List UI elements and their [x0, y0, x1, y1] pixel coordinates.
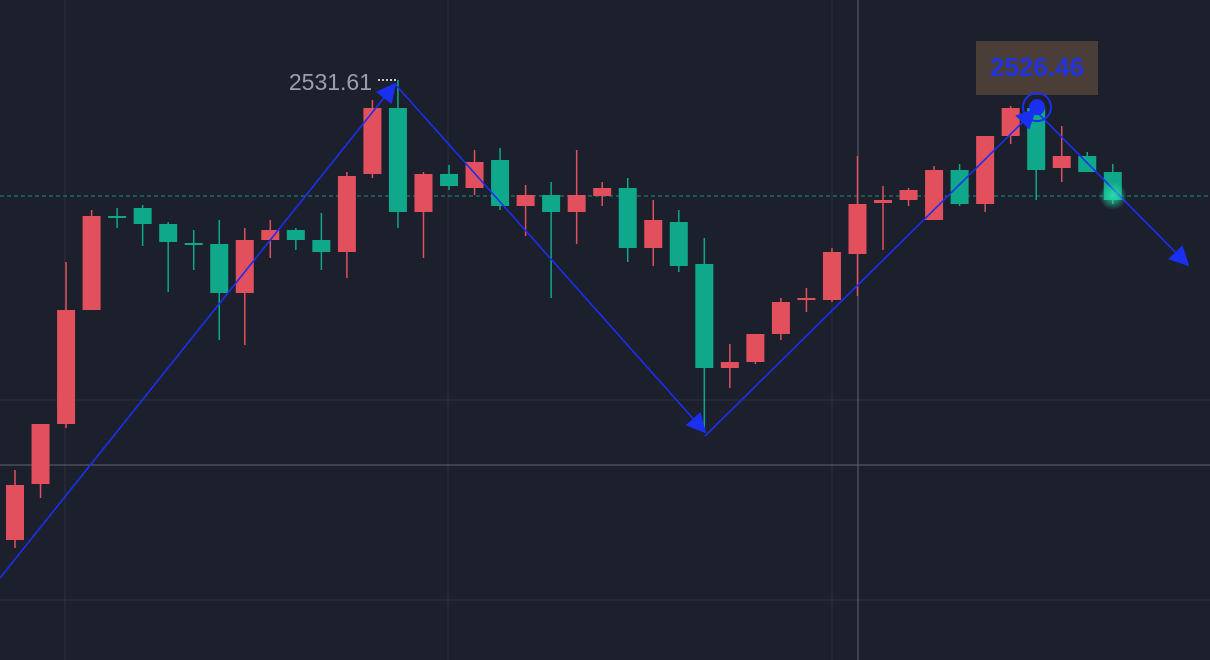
candle-body: [925, 170, 944, 220]
candle-body: [286, 230, 305, 240]
candle-body: [337, 176, 356, 252]
candle-body: [899, 190, 918, 200]
candle-body: [695, 264, 714, 368]
candle-body: [57, 310, 76, 424]
candle-body: [593, 188, 612, 196]
candle-body: [31, 424, 50, 484]
trend-segment[interactable]: [394, 83, 707, 434]
candle-body: [159, 224, 178, 242]
candle-body: [6, 485, 24, 540]
candle-body: [618, 188, 637, 248]
candle-body: [261, 230, 280, 240]
anchor-handle[interactable]: [1022, 92, 1052, 123]
candle-body: [440, 174, 459, 186]
candle-body: [950, 170, 969, 204]
trend-segment[interactable]: [0, 82, 397, 579]
candle-body: [542, 195, 561, 212]
price-tag-text: 2526.46: [990, 52, 1084, 82]
candle-body: [312, 240, 331, 252]
price-tag: [976, 41, 1098, 95]
candle-body: [567, 195, 586, 212]
candle-body: [516, 195, 535, 206]
candle-body: [822, 252, 841, 300]
candle-body: [669, 222, 688, 266]
candle-body: [644, 220, 663, 248]
candle-body: [414, 174, 433, 212]
candle-body: [108, 216, 127, 218]
candle-body: [848, 204, 867, 254]
anchor-point[interactable]: [1029, 99, 1045, 116]
candle-body: [491, 160, 510, 206]
candle-body: [874, 200, 893, 203]
candle-body: [1001, 108, 1020, 136]
candle-body: [746, 334, 765, 362]
candle-body: [388, 108, 407, 212]
candle-body: [82, 216, 101, 310]
candle-body: [720, 362, 739, 368]
candle-body: [235, 240, 254, 293]
high-label: 2531.61: [289, 69, 372, 95]
candle-body: [184, 243, 203, 245]
candle-body: [1052, 156, 1071, 168]
trend-segment[interactable]: [704, 108, 1037, 437]
candle-body: [976, 136, 995, 204]
candle-body: [363, 108, 382, 174]
candle-body: [210, 244, 229, 293]
candle-body: [133, 208, 152, 224]
candle-body: [771, 302, 790, 334]
candles: [6, 80, 1122, 548]
candle-body: [797, 298, 816, 300]
last-price-glow: [1099, 182, 1127, 210]
